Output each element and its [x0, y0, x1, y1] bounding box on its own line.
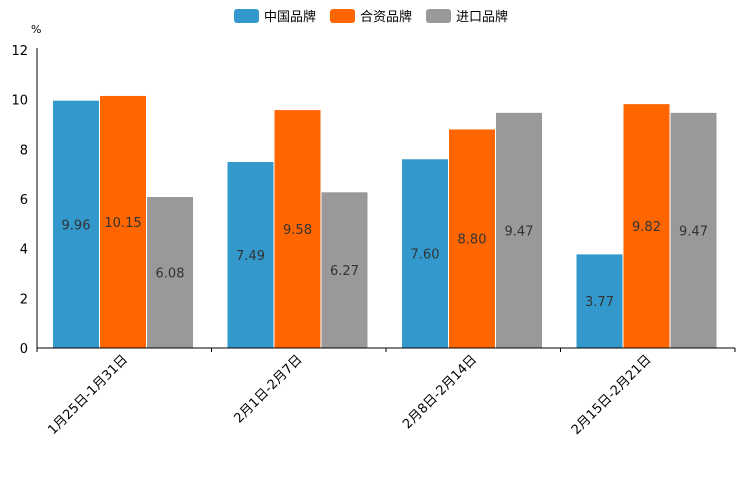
bar-1-1 [53, 100, 99, 348]
y-tick-label: 12 [11, 44, 28, 59]
y-tick-label: 10 [11, 94, 28, 109]
x-category-label: 2月15日-2月21日 [569, 352, 655, 438]
legend-label: 合资品牌 [360, 9, 412, 25]
y-axis-unit-label: % [31, 23, 41, 36]
bar-3-3 [496, 112, 542, 348]
legend: 中国品牌 合资品牌 进口品牌 [234, 9, 508, 25]
bar-1-3 [147, 197, 193, 348]
x-category-label: 2月1日-2月7日 [231, 352, 305, 426]
data-label: 6.08 [156, 267, 185, 282]
data-label: 9.58 [283, 223, 312, 238]
y-tick-label: 2 [20, 292, 28, 307]
data-label: 7.60 [411, 248, 440, 263]
data-label: 7.49 [236, 249, 265, 264]
y-tick-label: 8 [20, 143, 28, 158]
bar-4-2 [623, 104, 670, 349]
y-tick-label: 0 [20, 342, 28, 357]
y-axis: 0 2 4 6 8 10 12 [11, 44, 38, 357]
data-label: 8.80 [458, 233, 487, 248]
data-label: 10.15 [104, 216, 141, 231]
legend-swatch [426, 9, 451, 23]
y-tick-label: 4 [20, 243, 28, 258]
data-label: 3.77 [585, 295, 614, 310]
data-label: 9.47 [679, 224, 708, 239]
bar-4-1 [576, 254, 623, 348]
legend-label: 进口品牌 [456, 9, 508, 25]
x-axis: 1月25日-1月31日 2月1日-2月7日 2月8日-2月14日 2月15日-2月21… [36, 347, 736, 438]
bar-2-1 [227, 161, 274, 348]
y-tick-label: 6 [20, 193, 28, 208]
data-label: 9.82 [632, 220, 661, 235]
bar-4-3 [670, 112, 717, 348]
legend-swatch [234, 9, 259, 23]
bar-2-3 [321, 192, 368, 348]
x-category-label: 2月8日-2月14日 [400, 352, 480, 432]
bar-3-2 [449, 129, 495, 348]
bars-group: 9.96 10.15 6.08 7.49 9.58 6.27 7.60 8.80 9.47 3.7… [53, 95, 717, 349]
bar-2-2 [274, 110, 321, 348]
legend-swatch [330, 9, 355, 23]
legend-label: 中国品牌 [264, 9, 316, 25]
x-category-label: 1月25日-1月31日 [45, 352, 131, 438]
data-label: 9.96 [62, 218, 91, 233]
bar-3-1 [402, 159, 448, 348]
data-label: 9.47 [505, 224, 534, 239]
bar-1-2 [100, 95, 146, 348]
data-label: 6.27 [330, 264, 359, 279]
